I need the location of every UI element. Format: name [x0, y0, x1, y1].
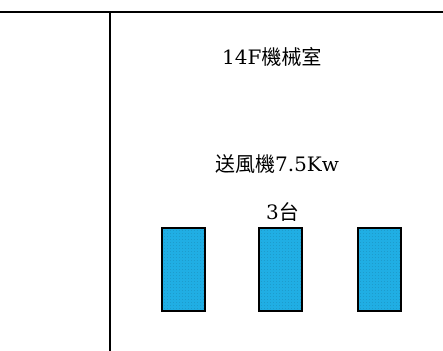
blower-label: 送風機7.5Kw	[215, 152, 339, 176]
blower-unit-3	[357, 227, 402, 312]
room-wall-left	[109, 12, 111, 351]
blower-unit-1	[161, 227, 206, 312]
room-label: 14F機械室	[222, 45, 322, 69]
blower-count-label: 3台	[266, 200, 299, 224]
room-wall-top	[0, 11, 443, 13]
blower-unit-2	[258, 227, 303, 312]
